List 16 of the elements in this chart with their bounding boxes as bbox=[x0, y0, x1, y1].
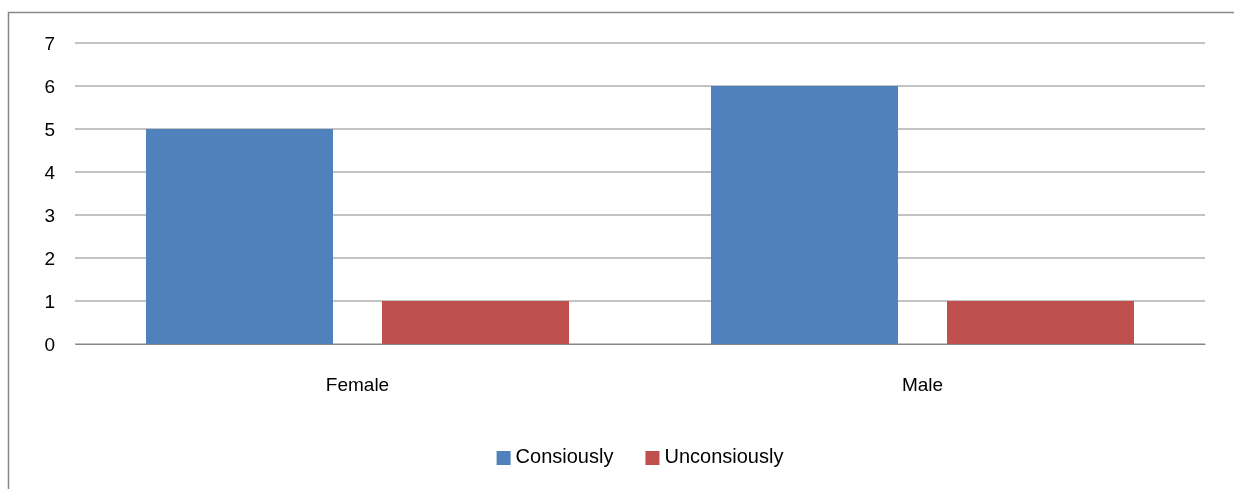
y-tick-label: 5 bbox=[44, 118, 55, 140]
bar bbox=[382, 301, 569, 344]
legend-label: Unconsiously bbox=[664, 445, 784, 467]
y-tick-label: 2 bbox=[44, 247, 55, 269]
y-tick-label: 0 bbox=[44, 333, 55, 355]
bar bbox=[711, 86, 898, 344]
y-tick-label: 7 bbox=[44, 32, 55, 54]
x-tick-label: Male bbox=[901, 374, 944, 396]
y-tick-label: 4 bbox=[44, 161, 56, 183]
x-tick-label: Female bbox=[325, 374, 390, 396]
y-tick-label: 6 bbox=[44, 75, 55, 97]
bar bbox=[146, 129, 333, 344]
legend-label: Consiously bbox=[515, 445, 614, 467]
bar bbox=[947, 301, 1134, 344]
y-tick-label: 1 bbox=[44, 290, 55, 312]
y-tick-label: 3 bbox=[44, 204, 55, 226]
